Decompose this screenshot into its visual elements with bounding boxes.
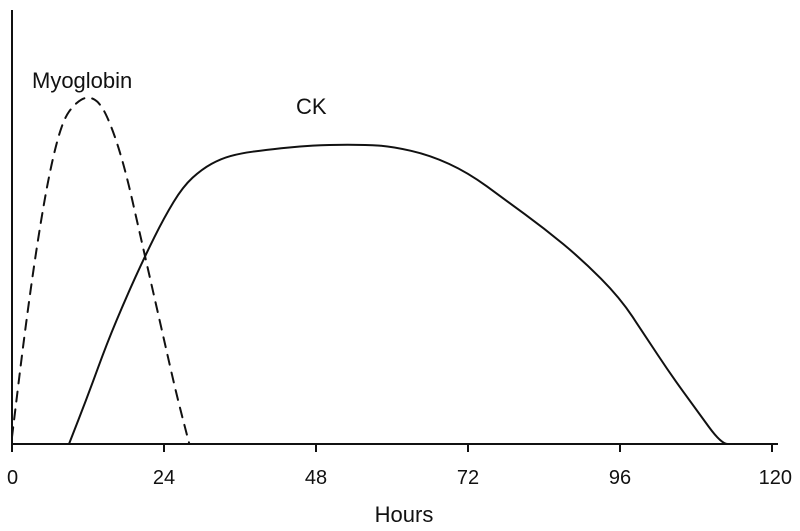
x-tick-label: 24: [153, 467, 175, 489]
x-tick-label: 120: [759, 467, 792, 489]
x-tick-label: 0: [7, 467, 18, 489]
myoglobin-series-label: Myoglobin: [32, 68, 132, 93]
x-axis-ticks: 0 24 48 72 96 120: [7, 444, 792, 489]
x-tick-label: 72: [457, 467, 479, 489]
ck-series-label: CK: [296, 94, 327, 119]
ck-line: [68, 143, 735, 445]
series-layer: Myoglobin CK: [11, 68, 735, 445]
x-tick-label: 48: [305, 467, 327, 489]
x-axis-title: Hours: [375, 502, 434, 527]
x-tick-label: 96: [609, 467, 631, 489]
myoglobin-line: [11, 96, 191, 445]
